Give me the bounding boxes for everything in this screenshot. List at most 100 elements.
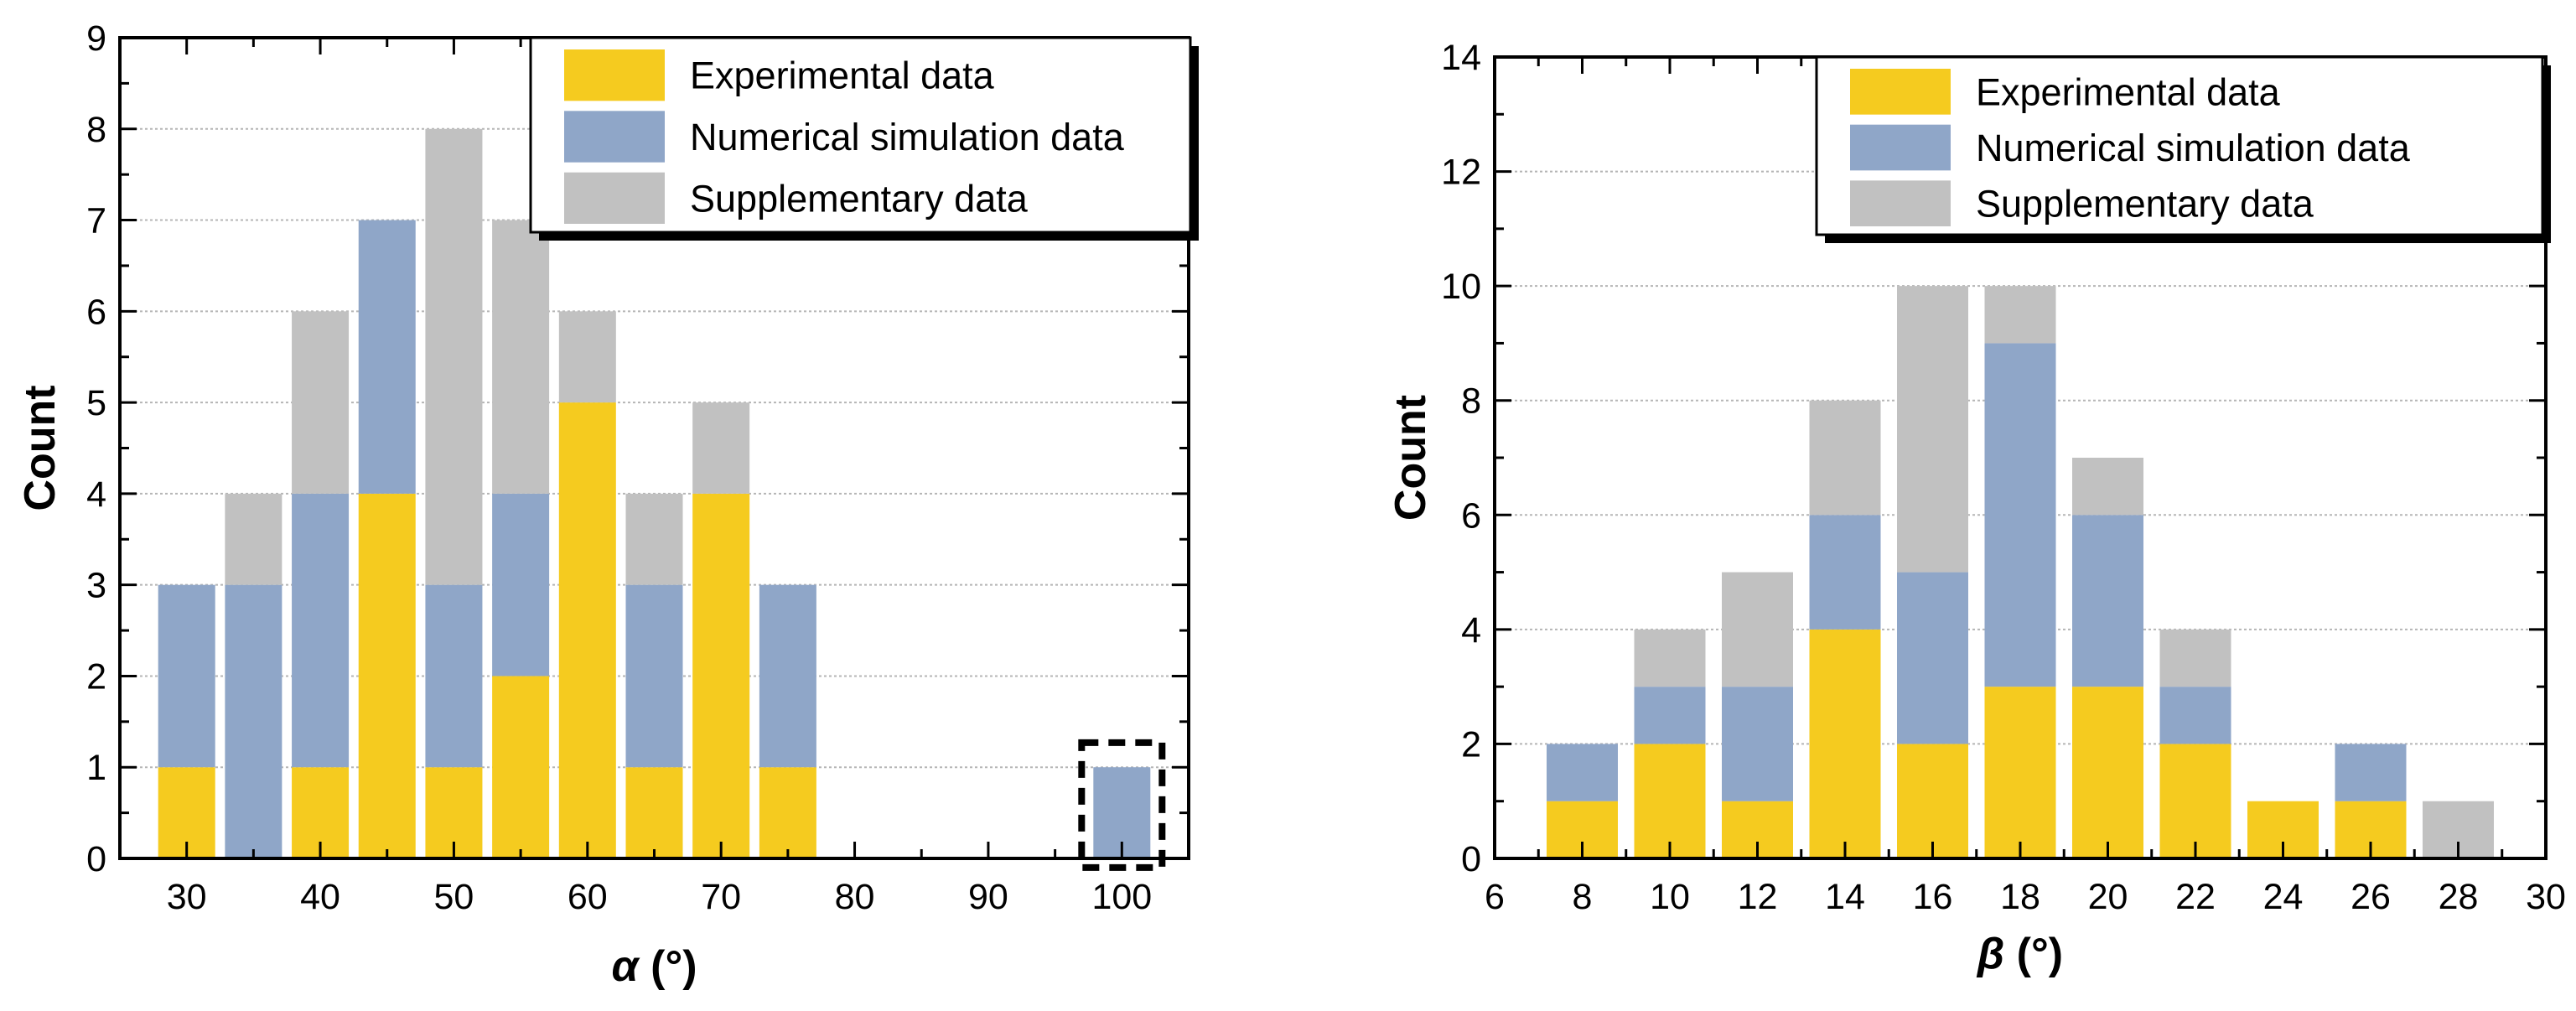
- bar-supplementary: [492, 220, 550, 494]
- bar-supplementary: [1722, 572, 1793, 687]
- bar-supplementary: [2072, 458, 2143, 516]
- bar-numerical: [1547, 744, 1618, 801]
- bar-experimental: [1634, 744, 1706, 858]
- y-tick-label: 8: [1461, 381, 1481, 422]
- legend: Experimental data Numerical simulation da…: [1815, 55, 2551, 243]
- legend-label-numerical: Numerical simulation data: [690, 116, 1125, 158]
- y-tick-label: 6: [1461, 495, 1481, 536]
- x-tick-label: 14: [1825, 877, 1865, 917]
- bar-numerical: [625, 584, 683, 768]
- y-tick-label: 3: [86, 566, 106, 606]
- bar-supplementary: [558, 311, 616, 403]
- bar-numerical: [492, 493, 550, 677]
- legend-swatch-supplementary: [564, 172, 665, 224]
- y-tick-label: 8: [86, 110, 106, 150]
- y-tick-label: 12: [1441, 153, 1481, 193]
- y-tick-label: 0: [86, 839, 106, 879]
- x-tick-label: 50: [434, 877, 474, 917]
- y-tick-label: 2: [86, 656, 106, 697]
- x-tick-label: 70: [701, 877, 741, 917]
- bar-experimental: [625, 767, 683, 858]
- bar-experimental: [358, 493, 416, 858]
- highlight-dashed-box: [1078, 739, 1166, 871]
- legend-label-supplementary: Supplementary data: [1976, 183, 2314, 226]
- y-tick-label: 5: [86, 383, 106, 423]
- legend-swatch-experimental: [564, 49, 665, 101]
- legend-label-experimental: Experimental data: [690, 54, 995, 97]
- y-tick-label: 10: [1441, 267, 1481, 307]
- bar-supplementary: [1984, 286, 2056, 344]
- x-tick-label: 60: [568, 877, 608, 917]
- x-tick-label: 18: [2000, 877, 2040, 917]
- bar-experimental: [558, 402, 616, 859]
- bar-numerical: [292, 493, 350, 768]
- legend-swatch-supplementary: [1850, 180, 1951, 226]
- bar-supplementary: [625, 493, 683, 585]
- x-tick-label: 26: [2351, 877, 2391, 917]
- legend-label-numerical: Numerical simulation data: [1976, 127, 2411, 169]
- bar-experimental: [1809, 629, 1881, 858]
- bar-supplementary: [2159, 629, 2231, 687]
- bar-numerical: [2159, 687, 2231, 744]
- bar-numerical: [1722, 687, 1793, 801]
- y-tick-label: 4: [86, 474, 106, 515]
- bar-supplementary: [225, 493, 282, 585]
- bar-numerical: [2072, 515, 2143, 687]
- y-tick-label: 14: [1441, 38, 1481, 78]
- y-tick-label: 0: [1461, 839, 1481, 879]
- bar-experimental: [1897, 744, 1968, 858]
- x-tick-label: 6: [1485, 877, 1505, 917]
- y-tick-label: 1: [86, 748, 106, 788]
- bar-supplementary: [692, 402, 750, 494]
- x-tick-label: 22: [2175, 877, 2216, 917]
- bar-numerical: [158, 584, 215, 768]
- bar-experimental: [759, 767, 816, 858]
- x-tick-label: 28: [2439, 877, 2479, 917]
- bar-numerical: [759, 584, 816, 768]
- bar-supplementary: [1634, 629, 1706, 687]
- bar-experimental: [492, 676, 550, 858]
- x-tick-label: 40: [300, 877, 340, 917]
- bar-experimental: [1984, 687, 2056, 858]
- bar-supplementary: [1809, 400, 1881, 516]
- y-tick-label: 4: [1461, 610, 1481, 651]
- bar-experimental: [2072, 687, 2143, 858]
- x-axis-title: α (°): [611, 942, 697, 991]
- bar-experimental: [692, 493, 750, 858]
- x-tick-label: 16: [1913, 877, 1953, 917]
- bar-numerical: [2335, 744, 2407, 801]
- bar-numerical: [1634, 687, 1706, 744]
- legend-label-experimental: Experimental data: [1976, 70, 2281, 113]
- x-tick-label: 10: [1650, 877, 1690, 917]
- x-tick-label: 24: [2263, 877, 2304, 917]
- x-axis-title: β (°): [1976, 930, 2063, 978]
- x-tick-label: 100: [1091, 877, 1152, 917]
- y-tick-label: 2: [1461, 724, 1481, 765]
- legend-swatch-experimental: [1850, 69, 1951, 115]
- legend-swatch-numerical: [564, 111, 665, 163]
- x-tick-label: 12: [1738, 877, 1778, 917]
- y-tick-label: 9: [86, 18, 106, 59]
- legend: Experimental data Numerical simulation da…: [529, 36, 1199, 241]
- bar-numerical: [1984, 343, 2056, 687]
- y-axis-title: Count: [16, 385, 65, 511]
- legend-swatch-numerical: [1850, 124, 1951, 171]
- bar-supplementary: [1897, 286, 1968, 573]
- bar-numerical: [1809, 515, 1881, 630]
- legend-label-supplementary: Supplementary data: [690, 177, 1029, 220]
- bar-numerical: [425, 584, 483, 768]
- x-tick-label: 30: [167, 877, 207, 917]
- x-tick-label: 8: [1573, 877, 1593, 917]
- bar-experimental: [2159, 744, 2231, 858]
- bar-supplementary: [292, 311, 350, 494]
- x-tick-label: 30: [2526, 877, 2566, 917]
- bar-numerical: [1897, 572, 1968, 744]
- bar-numerical: [225, 584, 282, 858]
- y-axis-title: Count: [1386, 395, 1435, 521]
- x-tick-label: 80: [835, 877, 875, 917]
- bar-supplementary: [425, 128, 483, 585]
- x-tick-label: 90: [968, 877, 1008, 917]
